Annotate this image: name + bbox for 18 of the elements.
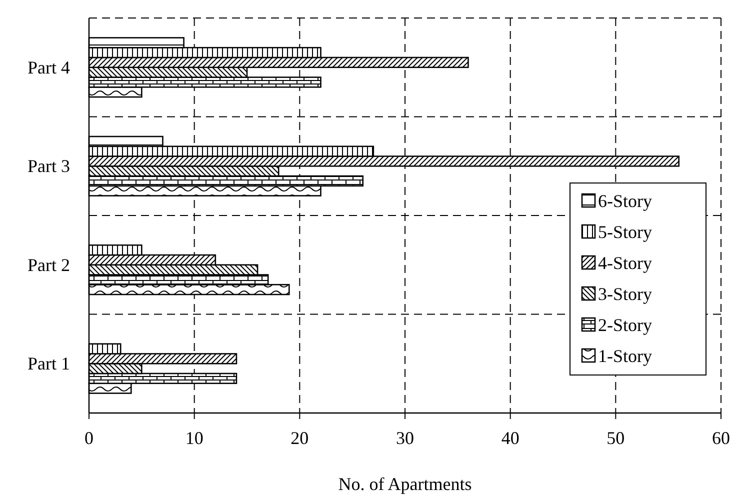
legend-label: 4-Story: [598, 253, 652, 273]
legend-label: 2-Story: [598, 315, 652, 335]
x-tick-label: 50: [606, 428, 625, 448]
x-tick-label: 0: [84, 428, 94, 448]
y-tick-label: Part 3: [28, 156, 70, 176]
x-tick-label: 60: [712, 428, 730, 448]
y-tick-label: Part 2: [28, 254, 70, 275]
legend-label: 3-Story: [598, 284, 652, 304]
x-axis-title: No. of Apartments: [338, 474, 472, 494]
x-tick-label: 40: [501, 428, 520, 448]
legend-label: 6-Story: [598, 191, 652, 211]
x-tick-label: 10: [185, 428, 204, 448]
x-tick-label: 30: [396, 428, 414, 448]
x-tick-label: 20: [290, 428, 309, 448]
y-tick-label: Part 1: [28, 354, 70, 374]
y-tick-label: Part 4: [28, 57, 70, 78]
legend-label: 1-Story: [598, 346, 652, 366]
legend-label: 5-Story: [598, 222, 652, 242]
